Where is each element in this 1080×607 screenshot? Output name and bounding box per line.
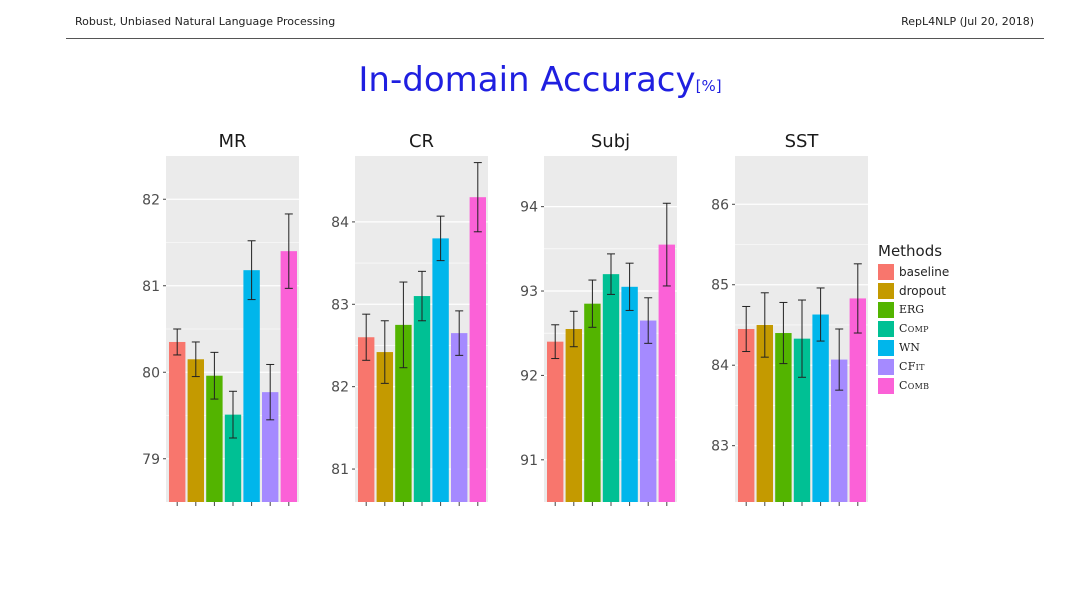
slide-title-text: In-domain Accuracy <box>358 60 696 100</box>
bar-subj-wn <box>621 286 638 502</box>
legend-title: Methods <box>878 242 943 260</box>
legend-swatch-erg <box>878 301 894 318</box>
y-tick-label-subj: 93 <box>520 284 538 300</box>
bar-cr-baseline <box>358 337 375 502</box>
legend-label-wn: WN <box>899 341 920 354</box>
legend-item-dropout: dropout <box>878 281 949 300</box>
legend-label-comp: Comp <box>899 322 929 335</box>
bar-subj-cfit <box>640 320 657 502</box>
y-tick-label-mr: 81 <box>142 279 160 295</box>
bar-mr-wn <box>243 270 260 502</box>
bar-cr-wn <box>432 238 449 502</box>
legend-swatch-dropout <box>878 282 894 299</box>
bar-cr-comp <box>413 296 431 502</box>
legend-item-cfit: CFit <box>878 357 949 376</box>
bar-sst-comb <box>849 298 866 502</box>
bar-mr-erg <box>206 375 223 502</box>
bar-sst-comp <box>793 338 811 502</box>
bar-sst-baseline <box>738 329 755 502</box>
header-presentation-title: Robust, Unbiased Natural Language Proces… <box>75 15 336 28</box>
header-venue-date: RepL4NLP (Jul 20, 2018) <box>901 15 1034 28</box>
legend-item-comb: Comb <box>878 376 949 395</box>
y-tick-label-sst: 83 <box>711 439 729 455</box>
y-tick-label-cr: 84 <box>331 215 349 231</box>
y-tick-label-mr: 79 <box>142 452 160 468</box>
bar-mr-cfit <box>262 392 279 502</box>
legend: Methods baseline dropout ERG Comp WN CFi… <box>878 242 949 395</box>
facet-title-cr: CR <box>409 131 434 152</box>
y-tick-label-mr: 82 <box>142 192 160 208</box>
bar-subj-baseline <box>547 341 564 502</box>
y-tick-label-subj: 92 <box>520 368 538 384</box>
slide-title-unit: [%] <box>695 77 722 95</box>
y-tick-label-subj: 91 <box>520 453 538 469</box>
legend-item-comp: Comp <box>878 319 949 338</box>
bar-cr-comb <box>469 197 486 502</box>
bar-sst-dropout <box>756 324 773 502</box>
y-tick-label-sst: 86 <box>711 197 729 213</box>
bar-sst-cfit <box>831 359 848 502</box>
y-tick-label-sst: 84 <box>711 358 729 374</box>
legend-swatch-comb <box>878 377 894 394</box>
bar-sst-wn <box>812 314 829 502</box>
facet-title-subj: Subj <box>591 131 630 152</box>
bar-cr-dropout <box>376 352 393 502</box>
legend-label-baseline: baseline <box>899 264 950 279</box>
facet-title-mr: MR <box>218 131 246 152</box>
bar-subj-comb <box>658 244 675 503</box>
legend-label-comb: Comb <box>899 379 930 392</box>
header-divider <box>66 38 1044 39</box>
bar-mr-dropout <box>187 359 204 502</box>
bar-cr-erg <box>395 324 412 502</box>
legend-label-cfit: CFit <box>899 360 925 373</box>
y-tick-label-mr: 80 <box>142 365 160 381</box>
bar-sst-erg <box>775 333 792 502</box>
bar-subj-comp <box>602 274 620 502</box>
legend-swatch-comp <box>878 320 894 337</box>
y-tick-label-cr: 81 <box>331 462 349 478</box>
legend-swatch-wn <box>878 339 894 356</box>
legend-swatch-cfit <box>878 358 894 375</box>
bar-mr-comp <box>224 414 242 502</box>
bar-subj-erg <box>584 303 601 502</box>
legend-swatch-baseline <box>878 263 894 280</box>
legend-item-wn: WN <box>878 338 949 357</box>
y-tick-label-subj: 94 <box>520 200 538 216</box>
y-tick-label-cr: 82 <box>331 380 349 396</box>
bar-subj-dropout <box>565 329 582 502</box>
legend-label-dropout: dropout <box>899 283 946 298</box>
bar-mr-comb <box>280 251 297 502</box>
y-tick-label-sst: 85 <box>711 278 729 294</box>
legend-item-baseline: baseline <box>878 262 949 281</box>
legend-label-erg: ERG <box>899 303 925 316</box>
facet-title-sst: SST <box>785 131 820 152</box>
legend-item-erg: ERG <box>878 300 949 319</box>
y-tick-label-cr: 83 <box>331 297 349 313</box>
bar-mr-baseline <box>169 341 186 502</box>
bar-cr-cfit <box>451 333 468 502</box>
slide-title: In-domain Accuracy[%] <box>0 60 1080 100</box>
